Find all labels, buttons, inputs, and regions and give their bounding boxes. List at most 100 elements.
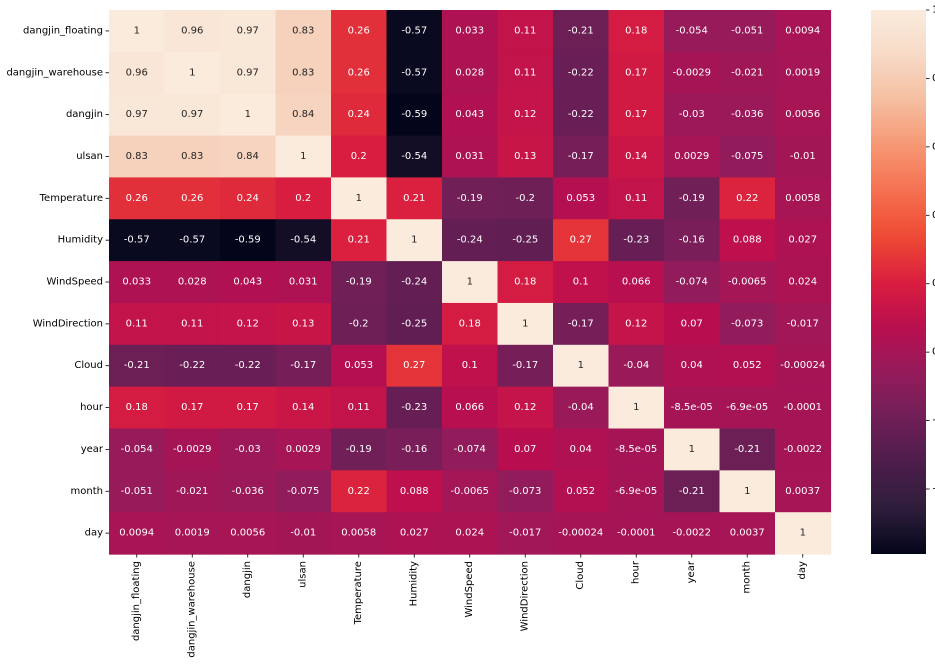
heatmap-cell-dangjin-warehouse-cloud	[553, 51, 610, 95]
cell-value-label-year-ulsan: 0.0029	[286, 444, 321, 455]
heatmap-cell-day-windspeed	[442, 512, 499, 555]
heatmap-cell-winddirection-ulsan	[275, 302, 332, 346]
cell-value-label-day-cloud: -0.00024	[558, 528, 603, 539]
cell-value-label-dangjin-warehouse-year: -0.0029	[672, 67, 711, 78]
heatmap-cell-cloud-year	[664, 344, 721, 388]
cell-value-label-temperature-dangjin-warehouse: 0.26	[181, 193, 203, 204]
colorbar-tick-label: −0.4	[932, 483, 935, 494]
cell-value-label-ulsan-cloud: -0.17	[568, 151, 594, 162]
heatmap-cell-dangjin-month	[719, 93, 776, 137]
heatmap-cell-humidity-year	[664, 219, 721, 262]
heatmap-cell-year-month	[719, 428, 776, 471]
cell-value-label-temperature-winddirection: -0.2	[515, 193, 535, 204]
heatmap-cell-day-day	[775, 512, 832, 555]
heatmap-cell-windspeed-dangjin-floating	[109, 261, 166, 304]
cell-value-label-temperature-dangjin-floating: 0.26	[126, 193, 148, 204]
heatmap-cell-ulsan-month	[719, 135, 776, 178]
cell-value-label-winddirection-cloud: -0.17	[568, 318, 594, 329]
cell-value-label-day-dangjin-floating: 0.0094	[119, 528, 154, 539]
heatmap-cell-dangjin-warehouse-ulsan	[275, 51, 332, 95]
heatmap-cell-dangjin-warehouse-hour	[608, 51, 665, 95]
column-label-dangjin-warehouse: dangjin_warehouse	[187, 561, 198, 658]
cell-value-label-cloud-year: 0.04	[681, 360, 703, 371]
heatmap-cell-year-dangjin	[220, 428, 277, 471]
cell-value-label-dangjin-dangjin: 1	[245, 109, 251, 120]
cell-value-label-dangjin-warehouse-humidity: -0.57	[401, 67, 427, 78]
heatmap-cell-day-ulsan	[275, 512, 332, 555]
heatmap-cell-humidity-day	[775, 219, 832, 262]
cell-value-label-dangjin-floating-windspeed: 0.033	[455, 25, 484, 36]
heatmap-cell-ulsan-day	[775, 135, 832, 178]
heatmap-cell-dangjin-warehouse-year	[664, 51, 721, 95]
heatmap-cell-ulsan-humidity	[386, 135, 443, 178]
heatmap-cell-winddirection-dangjin	[220, 302, 277, 346]
cell-value-label-day-dangjin-warehouse: 0.0019	[175, 528, 210, 539]
row-label-windspeed: WindSpeed	[47, 277, 103, 288]
cell-value-label-hour-temperature: 0.11	[348, 402, 370, 413]
cell-value-label-dangjin-warehouse-dangjin-warehouse: 1	[189, 67, 195, 78]
heatmap-cell-dangjin-warehouse-day	[775, 51, 832, 95]
heatmap-cell-temperature-day	[775, 177, 832, 220]
cell-value-label-dangjin-warehouse-temperature: 0.26	[348, 67, 370, 78]
cell-value-label-day-humidity: 0.027	[400, 528, 429, 539]
heatmap-cell-humidity-humidity	[386, 219, 443, 262]
cell-value-label-ulsan-dangjin: 0.84	[237, 151, 259, 162]
heatmap-cell-month-year	[664, 470, 721, 513]
heatmap-cell-month-winddirection	[497, 470, 554, 513]
cell-value-label-dangjin-floating-dangjin-warehouse: 0.96	[181, 25, 203, 36]
heatmap-cell-hour-temperature	[331, 386, 388, 430]
heatmap-cell-ulsan-year	[664, 135, 721, 178]
heatmap-cell-dangjin-warehouse-dangjin-warehouse	[164, 51, 221, 95]
cell-value-label-month-temperature: 0.22	[348, 486, 370, 497]
colorbar-tick-label: 0.2	[932, 278, 935, 289]
heatmap-cell-day-year	[664, 512, 721, 555]
column-label-hour: hour	[631, 560, 642, 584]
cell-value-label-year-temperature: -0.19	[346, 444, 372, 455]
heatmap-cell-temperature-dangjin	[220, 177, 277, 220]
heatmap-cell-month-hour	[608, 470, 665, 513]
heatmap-cell-dangjin-warehouse-dangjin-floating	[109, 51, 166, 95]
row-label-temperature: Temperature	[39, 193, 103, 204]
heatmap-cell-hour-winddirection	[497, 386, 554, 430]
heatmap-cell-dangjin-dangjin-warehouse	[164, 93, 221, 137]
cell-value-label-dangjin-dangjin-warehouse: 0.97	[181, 109, 203, 120]
heatmap-cell-windspeed-dangjin	[220, 261, 277, 304]
cell-value-label-hour-year: -8.5e-05	[671, 402, 713, 413]
cell-value-label-hour-dangjin-floating: 0.18	[126, 402, 148, 413]
column-label-cloud: Cloud	[575, 561, 586, 590]
heatmap-cell-month-dangjin-warehouse	[164, 470, 221, 513]
heatmap-cell-hour-dangjin-floating	[109, 386, 166, 430]
heatmap-cell-humidity-ulsan	[275, 219, 332, 262]
cell-value-label-day-month: 0.0037	[730, 528, 765, 539]
cell-value-label-winddirection-windspeed: 0.18	[459, 318, 481, 329]
row-label-dangjin: dangjin	[66, 109, 103, 120]
heatmap-cell-dangjin-floating-year	[664, 10, 721, 53]
heatmap-cell-cloud-temperature	[331, 344, 388, 388]
cell-value-label-temperature-dangjin: 0.24	[237, 193, 259, 204]
heatmap-cell-humidity-winddirection	[497, 219, 554, 262]
cell-value-label-day-ulsan: -0.01	[290, 528, 316, 539]
heatmap-cell-cloud-dangjin	[220, 344, 277, 388]
heatmap-cell-ulsan-ulsan	[275, 135, 332, 178]
cell-value-label-ulsan-dangjin-floating: 0.83	[126, 151, 148, 162]
heatmap-cell-hour-ulsan	[275, 386, 332, 430]
column-label-windspeed: WindSpeed	[464, 561, 475, 617]
cell-value-label-dangjin-floating-humidity: -0.57	[401, 25, 427, 36]
heatmap-cell-dangjin-warehouse-temperature	[331, 51, 388, 95]
cell-value-label-month-winddirection: -0.073	[509, 486, 541, 497]
heatmap-cell-windspeed-ulsan	[275, 261, 332, 304]
heatmap-cell-year-windspeed	[442, 428, 499, 471]
heatmap-cell-dangjin-warehouse-month	[719, 51, 776, 95]
cell-value-label-humidity-day: 0.027	[788, 235, 817, 246]
cell-value-label-hour-cloud: -0.04	[568, 402, 594, 413]
heatmap-cell-temperature-month	[719, 177, 776, 220]
heatmap-cell-dangjin-floating-humidity	[386, 10, 443, 53]
heatmap-cell-hour-month	[719, 386, 776, 430]
cell-value-label-month-ulsan: -0.075	[287, 486, 319, 497]
heatmap-cell-ulsan-hour	[608, 135, 665, 178]
cell-value-label-temperature-humidity: 0.21	[403, 193, 425, 204]
cell-value-label-ulsan-month: -0.075	[731, 151, 763, 162]
heatmap-cell-temperature-ulsan	[275, 177, 332, 220]
cell-value-label-month-windspeed: -0.0065	[450, 486, 489, 497]
heatmap-cell-winddirection-cloud	[553, 302, 610, 346]
